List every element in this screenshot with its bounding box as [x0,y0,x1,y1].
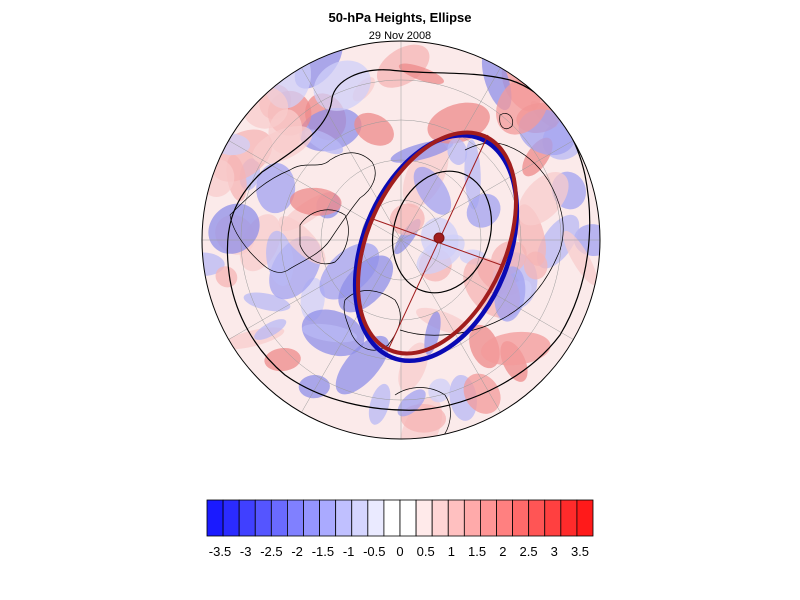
colorbar-box [544,499,562,537]
colorbar-box [270,499,288,537]
colorbar-tick-label: 3.5 [571,544,589,559]
colorbar-tick-label: -1 [343,544,355,559]
red-ellipse-outline [356,130,518,356]
colorbar-box [447,499,465,537]
negative-anomaly-patch [319,243,380,300]
colorbar-box [496,499,513,537]
colorbar-tick-label: 2 [499,544,506,559]
colorbar-box [560,499,578,537]
positive-anomaly-patch [252,125,313,164]
colorbar-box [335,499,353,537]
inner-height-contour [391,170,493,294]
outer-height-contour [226,69,591,411]
longitude-line [227,239,402,341]
colorbar-box [367,499,385,537]
colorbar-tick-label: -3 [240,544,252,559]
coastline-greenland [299,209,349,265]
negative-anomaly-patch [298,374,330,399]
negative-anomaly-patch [254,319,287,340]
colorbar-box [287,499,304,537]
negative-anomaly-patch [313,60,371,111]
positive-anomaly-patch [481,331,551,366]
colorbar-box [480,499,497,537]
blue-ellipse-outline [352,132,520,364]
colorbar-tick-label: -2.5 [260,544,282,559]
negative-anomaly-patch [368,383,391,425]
negative-anomaly-patch [424,311,441,355]
colorbar-tick-label: -3.5 [209,544,231,559]
longitude-line [300,66,402,241]
colorbar-box [254,499,272,537]
positive-anomaly-patch [563,230,598,286]
colorbar-tick-label: 3 [551,544,558,559]
longitude-line [300,239,402,414]
map-subtitle: 29 Nov 2008 [368,30,432,42]
longitude-line [400,139,575,241]
colorbar-box [415,499,433,537]
negative-anomaly-patch [338,255,394,313]
colorbar-tick-label: 0.5 [417,544,435,559]
coastline-north-america [229,152,376,273]
longitude-line [400,66,502,241]
map-title: 50-hPa Heights, Ellipse [328,10,472,25]
colorbar-box [528,499,546,537]
colorbar-tick-label: 1 [448,544,455,559]
colorbar-box [512,499,530,537]
negative-anomaly-patch [256,163,296,214]
colorbar-box [319,499,337,537]
globe-outline [201,40,601,440]
negative-anomaly-patch [447,138,468,165]
colorbar-tick-label: -0.5 [363,544,385,559]
negative-anomaly-patch [413,166,452,215]
positive-anomaly-patch [523,251,548,280]
negative-anomaly-patch [536,214,580,269]
colorbar-boxes [206,499,594,537]
positive-anomaly-patch [289,187,342,216]
colorbar-tick-label: -2 [291,544,303,559]
colorbar-box [238,499,256,537]
negative-anomaly-patch [301,323,358,343]
colorbar-box [399,499,417,537]
colorbar-box [206,499,224,537]
colorbar-tick-label: -1.5 [312,544,334,559]
negative-anomaly-patch [304,129,344,155]
negative-anomaly-patch [266,230,294,286]
coastline-asia [399,142,564,336]
colorbar-box [431,499,449,537]
colorbar-box [222,499,240,537]
colorbar-tick-label: 2.5 [520,544,538,559]
colorbar-tick-label: 1.5 [468,544,486,559]
ellipse-center-marker [433,232,445,244]
colorbar-box [463,499,481,537]
colorbar-box [351,499,369,537]
coastline-europe [343,290,401,351]
colorbar-tick-label: 0 [396,544,403,559]
height-contour-lines [226,69,591,411]
negative-anomaly-patch [464,139,481,210]
positive-anomaly-patch [398,63,444,85]
positive-anomaly-patch [264,348,301,372]
colorbar-box [576,499,594,537]
coastlines [229,113,564,439]
coastline-africa [394,387,451,439]
longitude-line [400,239,502,414]
positive-anomaly-patch [215,266,238,288]
colorbar-labels: -3.5 -3 -2.5 -2 -1.5 -1 -0.5 0 0.5 1 1.5 2 2.5 3 3.5 [209,544,589,559]
colorbar-box [303,499,320,537]
positive-anomaly-patch [517,171,569,226]
longitude-line [400,239,575,341]
negative-anomaly-patch [208,203,260,254]
colorbar-box [383,499,401,537]
coastline-japan [499,113,514,129]
